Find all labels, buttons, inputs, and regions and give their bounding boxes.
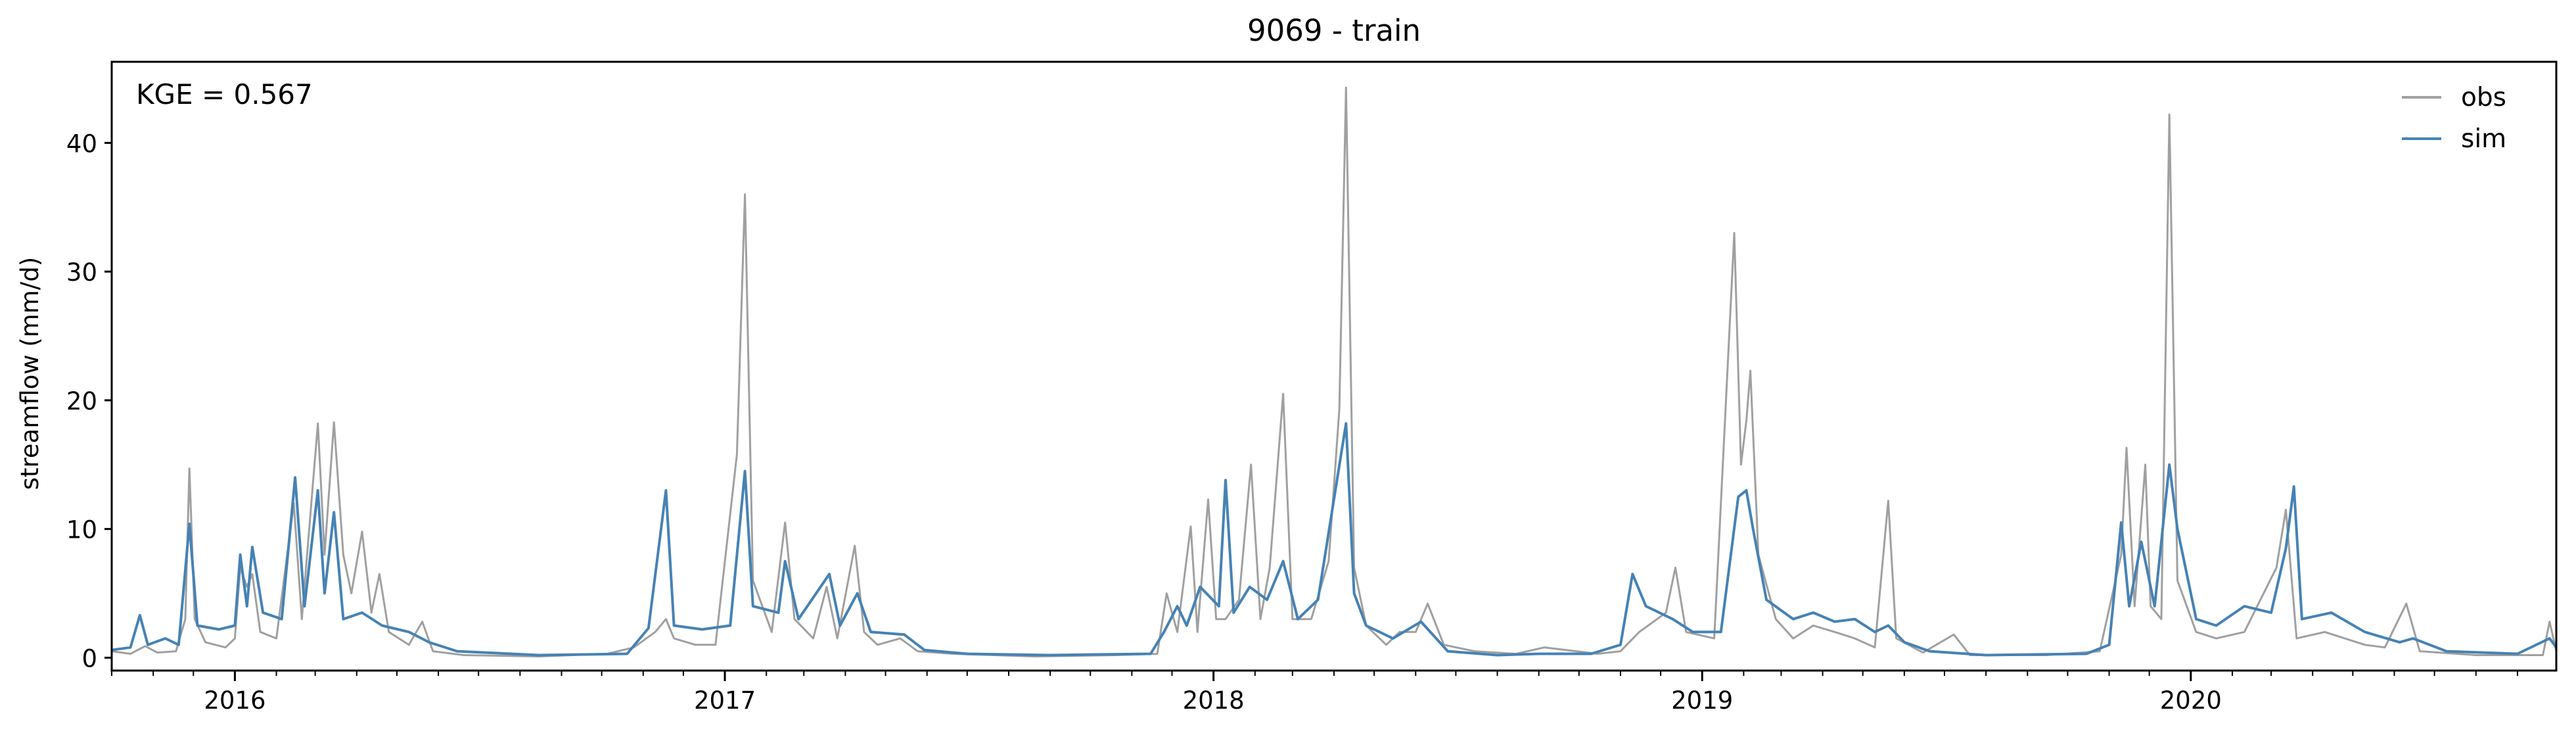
y-tick-label: 10 (66, 516, 97, 544)
legend-label-obs: obs (2461, 83, 2506, 112)
y-tick-label: 40 (66, 130, 97, 158)
axes-frame (110, 60, 2558, 672)
x-tick-label: 2020 (2160, 686, 2222, 715)
y-ticks: 0 10 20 30 40 (66, 130, 112, 673)
y-tick-label: 20 (66, 387, 97, 415)
y-tick-label: 0 (81, 644, 97, 673)
plot-area: 0 10 20 30 40 2016 2017 2018 2019 2020 (66, 60, 2558, 715)
y-axis-label: streamflow (mm/d) (16, 257, 44, 490)
series-layer (111, 86, 2558, 657)
y-tick-label: 30 (66, 258, 97, 287)
series-line-obs (111, 86, 2558, 657)
legend: obs sim (2402, 83, 2506, 154)
series-line-sim (111, 422, 2558, 657)
x-tick-label: 2018 (1183, 686, 1245, 715)
x-tick-label: 2017 (694, 686, 756, 715)
legend-label-sim: sim (2461, 124, 2506, 154)
chart-title: 9069 - train (1247, 13, 1421, 48)
legend-item-sim: sim (2402, 124, 2506, 154)
x-tick-label: 2019 (1671, 686, 1733, 715)
x-tick-label: 2016 (204, 686, 265, 715)
x-ticks: 2016 2017 2018 2019 2020 (111, 671, 2518, 715)
kge-annotation: KGE = 0.567 (136, 78, 313, 110)
legend-item-obs: obs (2402, 83, 2506, 112)
